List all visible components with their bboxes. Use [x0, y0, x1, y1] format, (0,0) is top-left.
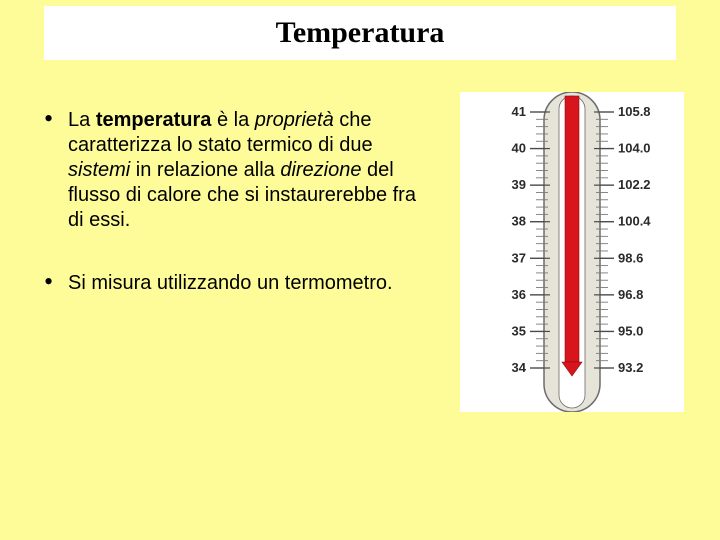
slide: Temperatura •La temperatura è la proprie…	[0, 0, 720, 540]
svg-text:39: 39	[512, 177, 526, 192]
svg-text:100.4: 100.4	[618, 214, 651, 229]
bullet-item: •Si misura utilizzando un termometro.	[44, 271, 424, 296]
bullet-text: Si misura utilizzando un termometro.	[68, 271, 393, 296]
svg-text:98.6: 98.6	[618, 250, 643, 265]
svg-text:36: 36	[512, 287, 526, 302]
content-area: •La temperatura è la proprietà che carat…	[44, 108, 424, 334]
svg-text:40: 40	[512, 141, 526, 156]
slide-title: Temperatura	[276, 16, 445, 50]
title-container: Temperatura	[44, 6, 676, 60]
bullet-item: •La temperatura è la proprietà che carat…	[44, 108, 424, 233]
bullet-dot: •	[44, 108, 68, 233]
svg-text:95.0: 95.0	[618, 323, 643, 338]
svg-text:96.8: 96.8	[618, 287, 643, 302]
svg-text:35: 35	[512, 323, 526, 338]
svg-text:93.2: 93.2	[618, 360, 643, 375]
svg-text:105.8: 105.8	[618, 104, 651, 119]
svg-text:104.0: 104.0	[618, 141, 651, 156]
svg-text:34: 34	[512, 360, 527, 375]
svg-text:38: 38	[512, 214, 526, 229]
thermometer-figure: 41 105.8 40 104.0 39 102.2 38 100.4 37 98.6 36 96.8…	[460, 92, 684, 412]
bullet-dot: •	[44, 271, 68, 296]
bullet-text: La temperatura è la proprietà che caratt…	[68, 108, 424, 233]
svg-text:37: 37	[512, 250, 526, 265]
svg-text:102.2: 102.2	[618, 177, 651, 192]
thermometer-icon: 41 105.8 40 104.0 39 102.2 38 100.4 37 98.6 36 96.8…	[460, 92, 684, 412]
svg-text:41: 41	[512, 104, 526, 119]
